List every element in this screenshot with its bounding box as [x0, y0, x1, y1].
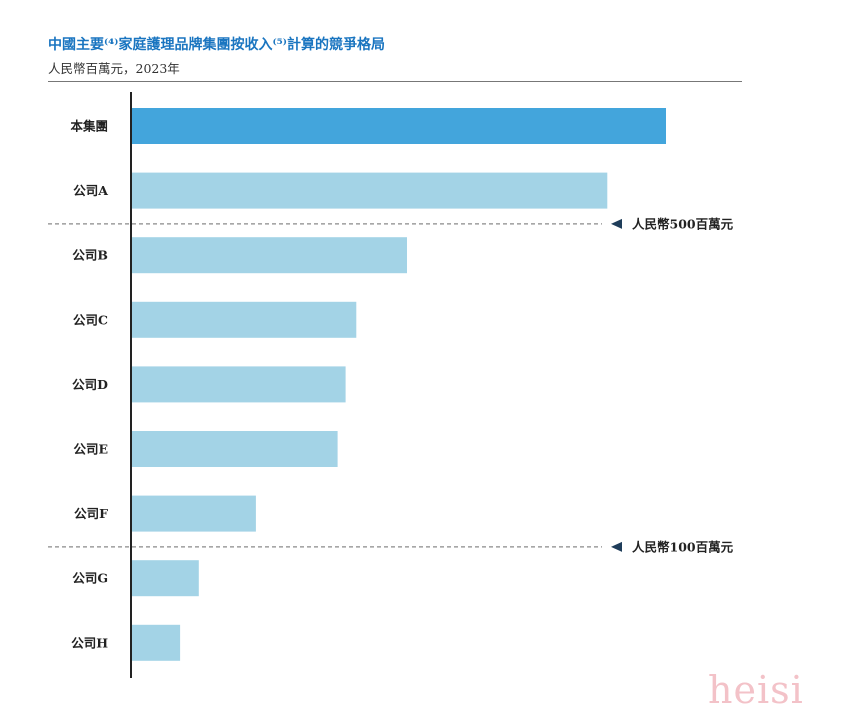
- chart-title: 中國主要⁽⁴⁾家庭護理品牌集團按收入⁽⁵⁾計算的競爭格局: [48, 37, 385, 53]
- category-label: 本集團: [70, 119, 108, 134]
- threshold-label: 人民幣100百萬元: [632, 539, 734, 554]
- bar-4: [132, 301, 357, 338]
- bar-2: [132, 172, 608, 209]
- arrow-left-icon: [611, 218, 622, 229]
- bar-6: [132, 431, 338, 467]
- threshold-label: 人民幣500百萬元: [632, 216, 734, 231]
- arrow-left-icon: [611, 541, 622, 552]
- bar-8: [132, 560, 199, 597]
- category-label: 公司G: [72, 571, 108, 586]
- header-divider: [48, 81, 742, 82]
- category-label: 公司A: [73, 183, 108, 198]
- bar-3: [132, 237, 407, 274]
- bar-7: [132, 495, 256, 532]
- bar-9: [132, 624, 181, 661]
- watermark: heisi: [708, 668, 804, 712]
- chart-subtitle: 人民幣百萬元，2023年: [48, 61, 180, 76]
- bar-5: [132, 366, 346, 403]
- bar-1: [132, 108, 666, 144]
- category-label: 公司D: [72, 377, 108, 392]
- category-label: 公司F: [74, 506, 108, 521]
- category-label: 公司E: [73, 442, 108, 457]
- category-label: 公司H: [71, 635, 108, 650]
- category-label: 公司C: [73, 312, 108, 327]
- category-label: 公司B: [72, 248, 108, 263]
